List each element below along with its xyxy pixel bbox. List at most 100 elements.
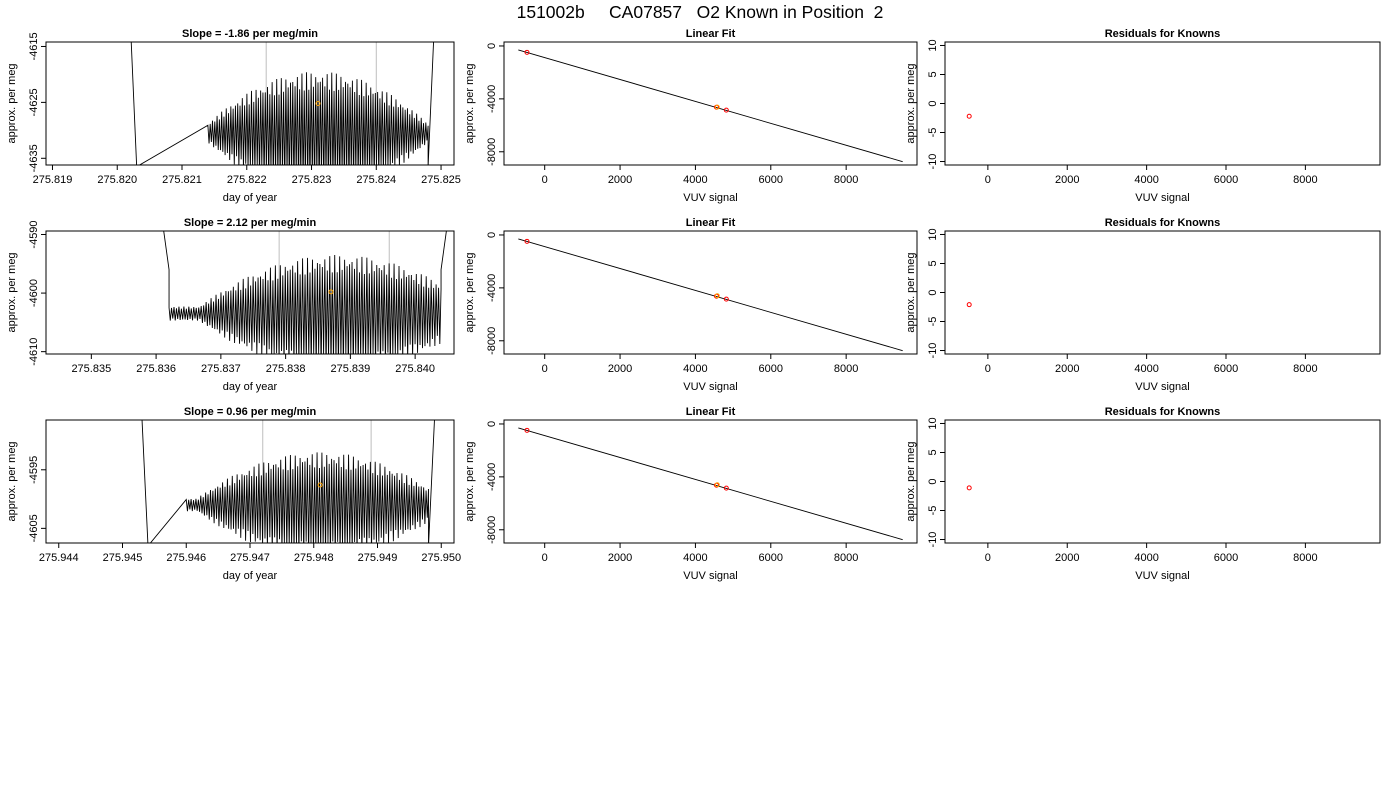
y-axis-label: approx. per meg: [6, 252, 18, 332]
x-tick-label: 275.950: [421, 552, 461, 564]
y-tick-label: 10: [927, 228, 939, 240]
x-axis-label: VUV signal: [1135, 192, 1189, 204]
x-tick-label: 275.944: [39, 552, 79, 564]
panel-title: Linear Fit: [686, 406, 736, 418]
residual-point: [966, 302, 972, 308]
y-tick-label: 0: [486, 232, 498, 238]
panel-frame: [45, 419, 455, 544]
y-tick-label: -10: [927, 532, 939, 548]
y-tick-label: 0: [927, 478, 939, 484]
y-axis-label: approx. per meg: [464, 252, 476, 332]
x-tick-label: 275.822: [227, 174, 267, 186]
x-tick-label: 275.824: [356, 174, 396, 186]
mean-point: [714, 293, 720, 299]
y-tick-label: -4000: [486, 274, 498, 302]
x-tick-label: 275.835: [71, 363, 111, 375]
panel-frame: [503, 230, 918, 355]
plot-area: [966, 485, 972, 491]
panel-frame: [503, 419, 918, 544]
x-tick-label: 6000: [759, 174, 783, 186]
x-tick-label: 275.947: [230, 552, 270, 564]
panel-4: Slope = 2.12 per meg/min 275.835 275.836 27…: [6, 217, 455, 393]
panel-6: Residuals for Knowns 0 2000 4000 6000 8000 10 5…: [905, 217, 1381, 393]
y-axis-label: approx. per meg: [6, 441, 18, 521]
y-tick-label: -4625: [28, 88, 40, 116]
x-axis-label: day of year: [223, 570, 278, 582]
x-axis-label: day of year: [223, 192, 278, 204]
y-tick-label: 0: [486, 43, 498, 49]
residual-point: [966, 113, 972, 119]
y-axis-label: approx. per meg: [464, 441, 476, 521]
known-point: [524, 427, 530, 433]
y-tick-label: -4000: [486, 85, 498, 113]
x-tick-label: 6000: [759, 363, 783, 375]
trace-line: [163, 231, 447, 354]
y-tick-label: -5: [927, 128, 939, 138]
fit-line: [518, 238, 903, 352]
y-tick-label: -4635: [28, 144, 40, 172]
y-tick-label: -5: [927, 506, 939, 516]
known-point: [524, 238, 530, 244]
y-tick-label: -4590: [28, 220, 40, 248]
panel-title: Linear Fit: [686, 217, 736, 229]
x-tick-label: 8000: [1293, 363, 1317, 375]
x-tick-label: 275.821: [162, 174, 202, 186]
x-axis-label: VUV signal: [683, 570, 737, 582]
residual-point: [966, 485, 972, 491]
known-point: [524, 49, 530, 55]
panel-title: Slope = 2.12 per meg/min: [184, 217, 317, 229]
plot-area: [518, 427, 903, 541]
x-tick-label: 0: [542, 363, 548, 375]
panel-7: Slope = 0.96 per meg/min 275.944 275.945 27…: [6, 406, 461, 582]
fit-line: [518, 49, 903, 163]
panel-title: Slope = -1.86 per meg/min: [182, 28, 318, 40]
panel-3: Residuals for Knowns 0 2000 4000 6000 8000 10 5…: [905, 28, 1381, 204]
x-tick-label: 2000: [608, 174, 632, 186]
y-tick-label: 0: [927, 100, 939, 106]
x-tick-label: 2000: [1055, 174, 1079, 186]
y-tick-label: 10: [927, 417, 939, 429]
x-tick-label: 6000: [759, 552, 783, 564]
panel-frame: [45, 230, 455, 355]
panel-8: Linear Fit 0 2000 4000 6000 8000 0 -4000 -8000 VU…: [464, 406, 918, 582]
y-tick-label: -5: [927, 317, 939, 327]
panel-1: Slope = -1.86 per meg/min 275.819 275.820 2…: [6, 28, 461, 204]
x-tick-label: 4000: [683, 363, 707, 375]
x-tick-label: 4000: [683, 552, 707, 564]
x-tick-label: 8000: [834, 552, 858, 564]
y-tick-label: 10: [927, 39, 939, 51]
x-axis-label: VUV signal: [683, 192, 737, 204]
panel-title: Residuals for Knowns: [1105, 28, 1221, 40]
x-tick-label: 2000: [1055, 552, 1079, 564]
x-axis-label: day of year: [223, 381, 278, 393]
panel-9: Residuals for Knowns 0 2000 4000 6000 8000 10 5…: [905, 406, 1381, 582]
x-tick-label: 4000: [1134, 174, 1158, 186]
known-point: [723, 485, 729, 491]
y-tick-label: -4600: [28, 279, 40, 307]
plot-area: [966, 113, 972, 119]
x-tick-label: 275.946: [166, 552, 206, 564]
mean-point: [315, 101, 321, 106]
mean-point: [714, 104, 720, 110]
y-axis-label: approx. per meg: [905, 441, 917, 521]
x-tick-label: 275.823: [292, 174, 332, 186]
panel-5: Linear Fit 0 2000 4000 6000 8000 0 -4000 -8000 VU…: [464, 217, 918, 393]
x-tick-label: 2000: [1055, 363, 1079, 375]
x-axis-label: VUV signal: [683, 381, 737, 393]
y-tick-label: -4595: [28, 456, 40, 484]
x-tick-label: 275.825: [421, 174, 461, 186]
x-tick-label: 275.949: [358, 552, 398, 564]
y-tick-label: -4605: [28, 514, 40, 542]
panel-frame: [944, 41, 1381, 166]
y-axis-label: approx. per meg: [905, 63, 917, 143]
x-tick-label: 8000: [1293, 174, 1317, 186]
x-tick-label: 0: [985, 552, 991, 564]
panel-frame: [944, 230, 1381, 355]
mean-point: [714, 482, 720, 488]
plot-area: [130, 42, 434, 165]
x-tick-label: 8000: [834, 363, 858, 375]
fit-line: [518, 427, 903, 541]
x-tick-label: 275.945: [103, 552, 143, 564]
y-tick-label: -10: [927, 154, 939, 170]
